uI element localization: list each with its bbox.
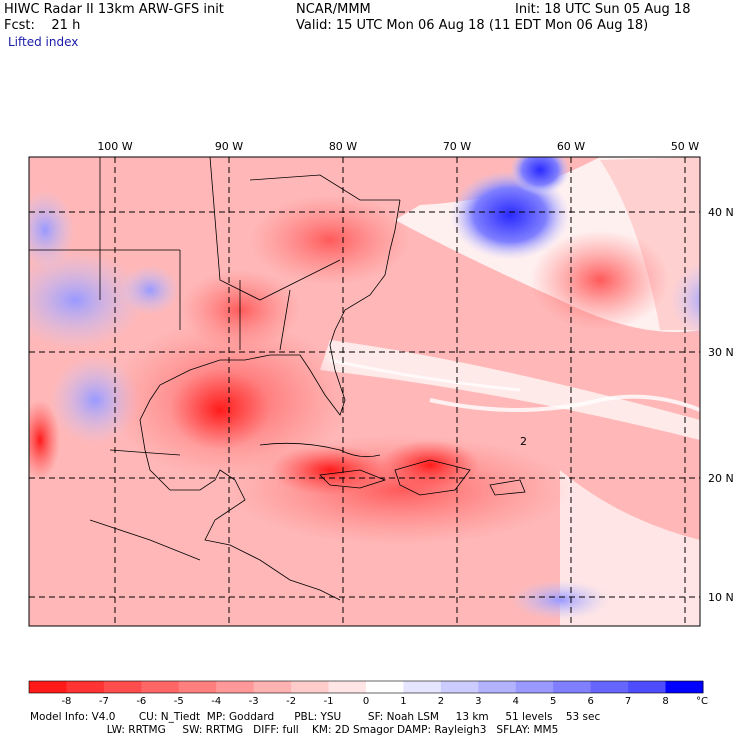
colorbar-tick-label: 4 xyxy=(513,696,519,707)
colorbar-swatch xyxy=(403,681,442,693)
valid-time: Valid: 15 UTC Mon 06 Aug 18 (11 EDT Mon … xyxy=(296,18,649,33)
colorbar-swatch xyxy=(553,681,592,693)
model-title: HIWC Radar II 13km ARW-GFS init xyxy=(4,2,224,17)
colorbar-tick-label: -7 xyxy=(99,696,109,707)
lon-label-70w: 70 W xyxy=(443,140,471,153)
lat-label-30n: 30 N xyxy=(708,346,734,359)
colorbar-tick-label: 6 xyxy=(587,696,593,707)
lat-label-10n: 10 N xyxy=(708,591,734,604)
colorbar-swatch xyxy=(29,681,67,693)
colorbar-tick-label: 8 xyxy=(662,696,668,707)
colorbar-swatch xyxy=(590,681,629,693)
lat-label-40n: 40 N xyxy=(708,206,734,219)
colorbar-unit: °C xyxy=(696,696,708,707)
colorbar-tick-label: -2 xyxy=(286,696,296,707)
colorbar-tick-label: 3 xyxy=(475,696,481,707)
colorbar-swatch xyxy=(253,681,292,693)
colorbar-swatch xyxy=(141,681,180,693)
colorbar-swatch xyxy=(515,681,554,693)
colorbar-swatch xyxy=(66,681,105,693)
model-info-line1: Model Info: V4.0 CU: N_Tiedt MP: Goddard… xyxy=(30,711,601,723)
colorbar-tick-label: 0 xyxy=(363,696,369,707)
colorbar-tick-label: 1 xyxy=(400,696,406,707)
colorbar-tick-label: 5 xyxy=(550,696,556,707)
init-time: Init: 18 UTC Sun 05 Aug 18 xyxy=(515,2,691,17)
colorbar-swatch xyxy=(366,681,404,693)
organization-label: NCAR/MMM xyxy=(296,2,371,17)
colorbar-swatch xyxy=(665,681,704,693)
lon-label-100w: 100 W xyxy=(97,140,132,153)
colorbar-tick-label: -8 xyxy=(61,696,71,707)
colorbar-tick-label: 7 xyxy=(625,696,631,707)
field-name: Lifted index xyxy=(8,35,79,49)
shaded-field: 2 xyxy=(29,157,700,626)
colorbar-swatch xyxy=(328,681,367,693)
lat-label-20n: 20 N xyxy=(708,472,734,485)
contour-label: 2 xyxy=(520,435,527,448)
colorbar-outline xyxy=(28,680,704,694)
colorbar-swatch xyxy=(178,681,217,693)
lon-label-50w: 50 W xyxy=(671,140,699,153)
colorbar-tick-label: -1 xyxy=(324,696,334,707)
lon-label-90w: 90 W xyxy=(215,140,243,153)
colorbar-swatch xyxy=(478,681,517,693)
colorbar-swatch xyxy=(440,681,479,693)
lon-label-80w: 80 W xyxy=(329,140,357,153)
model-info-line2: LW: RRTMG SW: RRTMG DIFF: full KM: 2D Sm… xyxy=(30,724,559,736)
colorbar-swatch xyxy=(628,681,667,693)
colorbar-tick-label: -4 xyxy=(211,696,221,707)
colorbar-tick-label: -5 xyxy=(174,696,184,707)
colorbar-tick-label: 2 xyxy=(438,696,444,707)
colorbar-swatch xyxy=(103,681,142,693)
colorbar: -8 -7 -6 -5 -4 -3 -2 -1 0 1 2 3 4 5 6 7 8 xyxy=(28,680,704,707)
coastlines xyxy=(29,157,526,601)
colorbar-swatch xyxy=(216,681,255,693)
colorbar-swatch xyxy=(291,681,330,693)
colorbar-tick-label: -3 xyxy=(249,696,259,707)
map-frame xyxy=(28,156,701,627)
lon-label-60w: 60 W xyxy=(557,140,585,153)
forecast-hour: Fcst: 21 h xyxy=(4,18,81,33)
colorbar-tick-label: -6 xyxy=(136,696,146,707)
lat-lon-grid xyxy=(29,157,700,626)
